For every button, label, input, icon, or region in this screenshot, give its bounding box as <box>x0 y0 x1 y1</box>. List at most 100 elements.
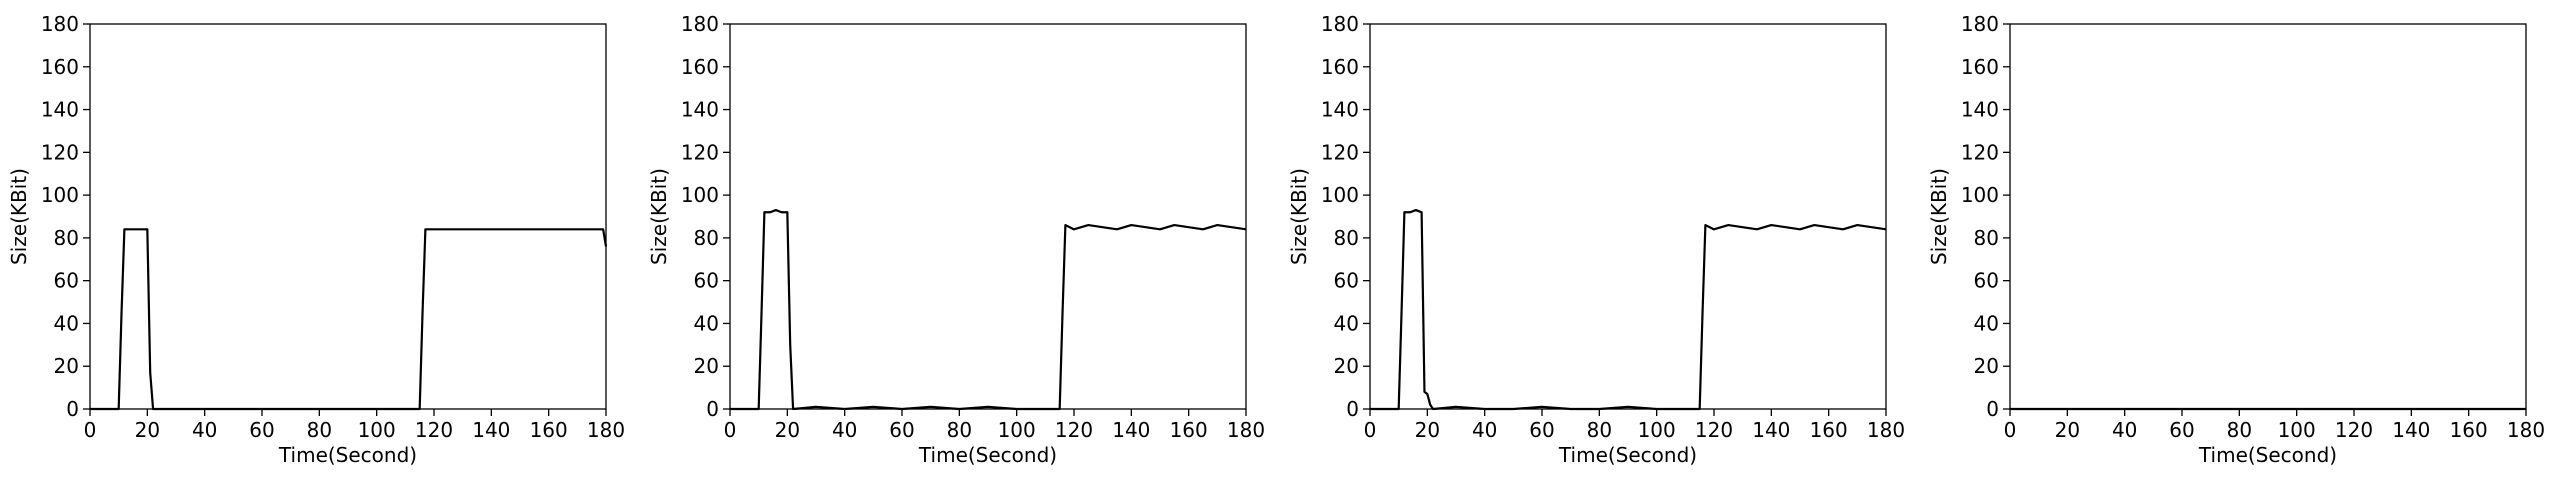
y-tick-label: 160 <box>1961 55 1999 79</box>
chart-panel-3: 0 20 40 60 80 100 120 140 160 180 0 20 40 60 80 100 120 1… <box>1287 12 1905 467</box>
x-tick-label: 80 <box>947 418 972 442</box>
y-tick-label: 100 <box>681 183 719 207</box>
x-tick-label: 0 <box>724 418 737 442</box>
y-tick-label: 140 <box>1321 98 1359 122</box>
x-tick-label: 20 <box>775 418 800 442</box>
x-tick-label: 0 <box>84 418 97 442</box>
x-tick-label: 140 <box>2392 418 2430 442</box>
y-tick-label: 0 <box>1346 397 1359 421</box>
y-tick-label: 20 <box>694 354 719 378</box>
y-tick-label: 40 <box>54 311 79 335</box>
y-tick-label: 80 <box>1974 226 1999 250</box>
x-tick-label: 0 <box>1364 418 1377 442</box>
y-tick-label: 120 <box>681 140 719 164</box>
y-tick-label: 120 <box>1961 140 1999 164</box>
y-tick-label: 160 <box>1321 55 1359 79</box>
x-axis-label: Time(Second) <box>2198 443 2337 467</box>
x-tick-label: 140 <box>1752 418 1790 442</box>
y-axis-label: Size(KBit) <box>647 168 671 265</box>
y-tick-label: 180 <box>41 12 79 36</box>
x-axis-label: Time(Second) <box>918 443 1057 467</box>
y-tick-label: 160 <box>41 55 79 79</box>
y-tick-label: 40 <box>1334 311 1359 335</box>
x-tick-label: 20 <box>1415 418 1440 442</box>
y-tick-label: 0 <box>706 397 719 421</box>
x-tick-label: 100 <box>998 418 1036 442</box>
y-tick-label: 0 <box>1986 397 1999 421</box>
y-tick-label: 140 <box>681 98 719 122</box>
x-tick-label: 80 <box>2227 418 2252 442</box>
y-tick-label: 120 <box>41 140 79 164</box>
plot-frame <box>89 23 607 410</box>
plot-frame <box>2009 23 2527 410</box>
y-tick-label: 140 <box>1961 98 1999 122</box>
y-tick-label: 120 <box>1321 140 1359 164</box>
x-tick-label: 160 <box>2450 418 2488 442</box>
x-tick-label: 180 <box>587 418 625 442</box>
series-line <box>1370 208 1887 411</box>
x-tick-label: 100 <box>2278 418 2316 442</box>
x-tick-label: 20 <box>135 418 160 442</box>
x-tick-label: 120 <box>415 418 453 442</box>
x-tick-label: 80 <box>307 418 332 442</box>
x-tick-label: 40 <box>192 418 217 442</box>
x-tick-label: 120 <box>1055 418 1093 442</box>
series-line <box>730 208 1247 411</box>
y-tick-label: 140 <box>41 98 79 122</box>
x-tick-label: 20 <box>2055 418 2080 442</box>
plot-frame <box>1369 23 1887 410</box>
x-tick-label: 100 <box>358 418 396 442</box>
y-tick-label: 80 <box>694 226 719 250</box>
y-tick-label: 60 <box>54 269 79 293</box>
x-axis-label: Time(Second) <box>1558 443 1697 467</box>
x-tick-label: 180 <box>1227 418 1265 442</box>
series-line <box>90 228 608 411</box>
y-tick-label: 100 <box>1321 183 1359 207</box>
plot-frame <box>729 23 1247 410</box>
y-tick-label: 180 <box>1961 12 1999 36</box>
y-tick-label: 100 <box>41 183 79 207</box>
x-tick-label: 160 <box>1170 418 1208 442</box>
chart-panel-4: 0 20 40 60 80 100 120 140 160 180 0 20 40 60 80 100 120 1… <box>1927 12 2545 467</box>
y-tick-label: 180 <box>681 12 719 36</box>
x-tick-label: 80 <box>1587 418 1612 442</box>
y-tick-label: 20 <box>1974 354 1999 378</box>
y-tick-label: 60 <box>694 269 719 293</box>
x-tick-label: 140 <box>1112 418 1150 442</box>
x-tick-label: 40 <box>1472 418 1497 442</box>
x-tick-label: 120 <box>1695 418 1733 442</box>
x-tick-label: 180 <box>2507 418 2545 442</box>
x-tick-label: 160 <box>1810 418 1848 442</box>
chart-panel-1: 0 20 40 60 80 100 120 140 160 180 0 20 40 60 80 100 120 1… <box>7 12 625 467</box>
x-tick-label: 40 <box>832 418 857 442</box>
y-tick-label: 40 <box>694 311 719 335</box>
y-tick-label: 60 <box>1974 269 1999 293</box>
y-axis-label: Size(KBit) <box>7 168 31 265</box>
y-tick-label: 100 <box>1961 183 1999 207</box>
x-tick-label: 60 <box>889 418 914 442</box>
x-tick-label: 60 <box>1529 418 1554 442</box>
y-tick-label: 40 <box>1974 311 1999 335</box>
x-tick-label: 160 <box>530 418 568 442</box>
y-axis-label: Size(KBit) <box>1287 168 1311 265</box>
y-axis-label: Size(KBit) <box>1927 168 1951 265</box>
y-tick-label: 80 <box>1334 226 1359 250</box>
y-tick-label: 20 <box>54 354 79 378</box>
x-axis-label: Time(Second) <box>278 443 417 467</box>
y-tick-label: 0 <box>66 397 79 421</box>
x-tick-label: 60 <box>2169 418 2194 442</box>
x-tick-label: 0 <box>2004 418 2017 442</box>
y-tick-label: 160 <box>681 55 719 79</box>
y-tick-label: 60 <box>1334 269 1359 293</box>
x-tick-label: 100 <box>1638 418 1676 442</box>
x-tick-label: 140 <box>472 418 510 442</box>
y-tick-label: 180 <box>1321 12 1359 36</box>
y-tick-label: 80 <box>54 226 79 250</box>
chart-panel-2: 0 20 40 60 80 100 120 140 160 180 0 20 40 60 80 100 120 1… <box>647 12 1265 467</box>
x-tick-label: 40 <box>2112 418 2137 442</box>
x-tick-label: 60 <box>249 418 274 442</box>
y-tick-label: 20 <box>1334 354 1359 378</box>
x-tick-label: 180 <box>1867 418 1905 442</box>
x-tick-label: 120 <box>2335 418 2373 442</box>
